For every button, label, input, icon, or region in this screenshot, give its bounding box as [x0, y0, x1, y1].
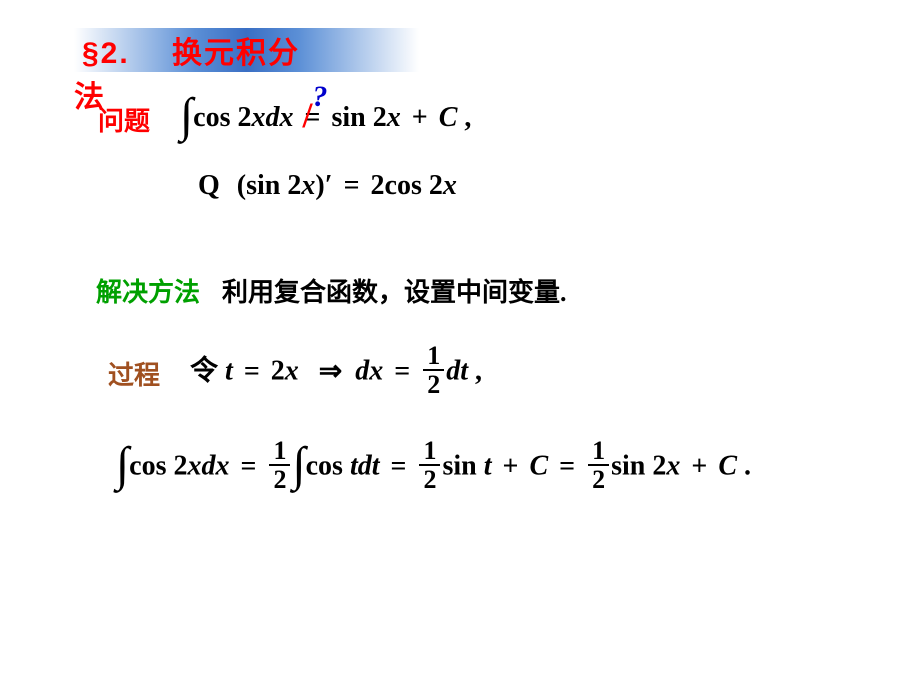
integral-sign: ∫: [292, 437, 305, 492]
because-symbol: Q: [198, 170, 220, 201]
final-equation: ∫cos 2xdx = 1 2 ∫cos tdt = 1 2 sin t + C…: [116, 440, 751, 497]
because-equation: Q (sin 2x)′ = 2cos 2x: [198, 170, 457, 202]
method-label: 解决方法: [96, 272, 200, 309]
question-equation: ∫cos 2xdx = / ? sin 2x + C ,: [180, 92, 471, 147]
not-equal-mark: = / ?: [301, 102, 325, 134]
fraction-half: 1 2: [423, 343, 444, 400]
process-label: 过程: [108, 355, 160, 392]
method-text: 利用复合函数，设置中间变量.: [222, 272, 567, 309]
final-row: ∫cos 2xdx = 1 2 ∫cos tdt = 1 2 sin t + C…: [116, 440, 751, 497]
process-row: 过程 令 t = 2x ⇒ dx = 1 2 dt ,: [108, 345, 482, 402]
process-equation: 令 t = 2x ⇒ dx = 1 2 dt ,: [190, 345, 482, 402]
implies-arrow: ⇒: [313, 356, 348, 387]
section-title: §2. 换元积分: [82, 28, 300, 72]
title-banner: §2. 换元积分: [74, 28, 419, 72]
because-row: Q (sin 2x)′ = 2cos 2x: [198, 170, 457, 202]
let-char: 令: [190, 356, 218, 387]
strike-icon: /: [303, 94, 313, 136]
question-mark-icon: ?: [313, 80, 328, 114]
method-row: 解决方法 利用复合函数，设置中间变量.: [96, 272, 567, 309]
integral-sign: ∫: [180, 88, 193, 143]
integral-sign: ∫: [116, 437, 129, 492]
fraction-half: 1 2: [588, 438, 609, 495]
question-label: 问题: [98, 101, 150, 138]
question-row: 问题 ∫cos 2xdx = / ? sin 2x + C ,: [98, 92, 471, 147]
fraction-half: 1 2: [419, 438, 440, 495]
fraction-half: 1 2: [269, 438, 290, 495]
